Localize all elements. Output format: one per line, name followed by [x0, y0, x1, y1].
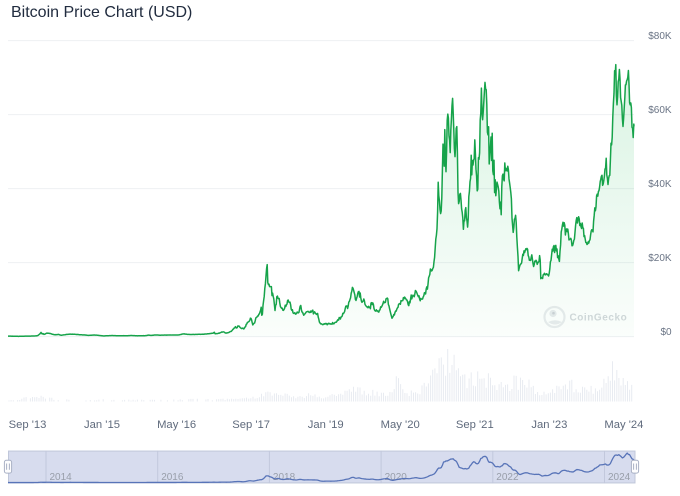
- svg-text:$0: $0: [660, 327, 672, 338]
- svg-text:$40K: $40K: [648, 179, 672, 190]
- svg-text:$60K: $60K: [648, 105, 672, 116]
- svg-text:Sep '13: Sep '13: [9, 419, 47, 431]
- svg-text:2022: 2022: [496, 472, 519, 483]
- svg-text:Jan '15: Jan '15: [84, 419, 120, 431]
- svg-text:2024: 2024: [608, 472, 631, 483]
- svg-text:Jan '23: Jan '23: [531, 419, 567, 431]
- svg-text:May '16: May '16: [157, 419, 196, 431]
- svg-text:2020: 2020: [385, 472, 408, 483]
- svg-text:May '20: May '20: [381, 419, 420, 431]
- svg-text:Sep '21: Sep '21: [456, 419, 494, 431]
- svg-text:2014: 2014: [50, 472, 73, 483]
- svg-text:May '24: May '24: [604, 419, 643, 431]
- svg-text:$80K: $80K: [648, 31, 672, 42]
- svg-text:Sep '17: Sep '17: [232, 419, 270, 431]
- svg-text:Jan '19: Jan '19: [308, 419, 344, 431]
- svg-text:$20K: $20K: [648, 253, 672, 264]
- svg-text:2016: 2016: [161, 472, 184, 483]
- svg-text:2018: 2018: [273, 472, 296, 483]
